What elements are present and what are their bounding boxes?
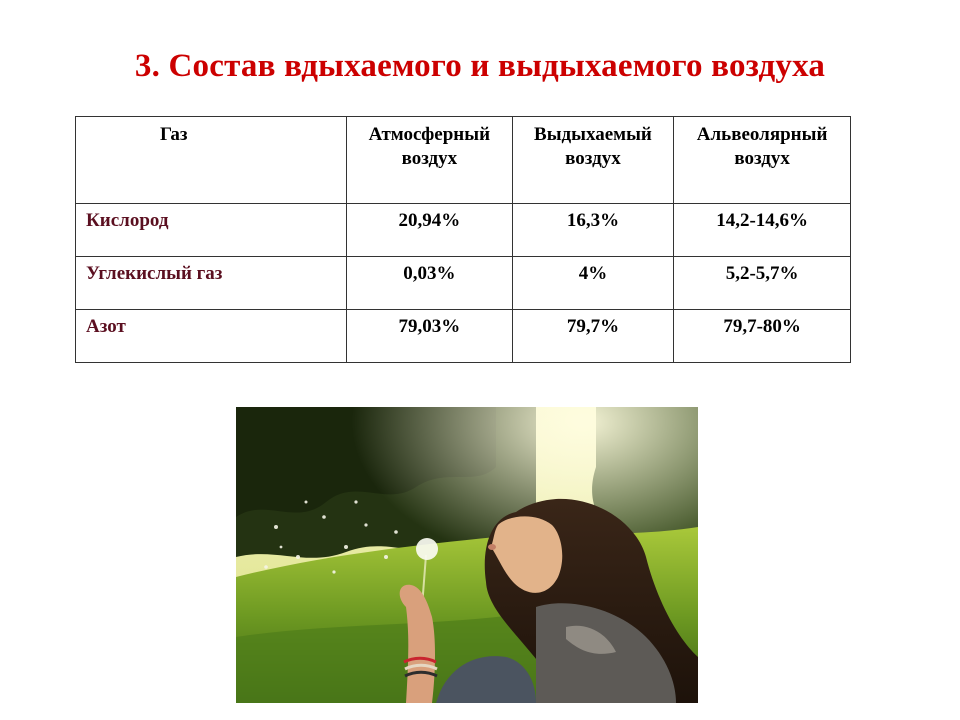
table-row: Углекислый газ 0,03% 4% 5,2-5,7% [75,256,851,310]
header-line: воздух [401,148,458,169]
table-row: Кислород 20,94% 16,3% 14,2-14,6% [75,203,851,257]
value-cell: 0,03% [346,256,513,310]
girl-blowing-dandelion-photo [236,407,698,703]
gas-name-cell: Углекислый газ [75,256,347,310]
header-gas-line: Газ [160,124,188,145]
header-line: воздух [734,148,790,169]
gas-composition-table: Газ Атмосферный воздух Выдыхаемый воздух… [75,116,851,363]
value-cell: 20,94% [346,203,513,257]
header-line: Выдыхаемый [534,124,652,145]
value-cell: 79,7-80% [673,309,851,363]
value-cell: 5,2-5,7% [673,256,851,310]
header-gas: Газ [75,116,347,204]
header-line: Альвеолярный [696,124,828,145]
gas-name-cell: Кислород [75,203,347,257]
table-row: Азот 79,03% 79,7% 79,7-80% [75,309,851,363]
header-exhaled-air: Выдыхаемый воздух [511,116,675,204]
slide-title: 3. Состав вдыхаемого и выдыхаемого возду… [134,48,826,84]
table-header-row: Газ Атмосферный воздух Выдыхаемый воздух… [75,116,851,204]
header-line: воздух [565,148,621,169]
value-cell: 79,03% [346,309,513,363]
header-alveolar-air: Альвеолярный воздух [673,116,851,204]
value-cell: 14,2-14,6% [673,203,851,257]
gas-name-cell: Азот [75,309,347,363]
value-cell: 79,7% [511,309,675,363]
value-cell: 4% [511,256,675,310]
value-cell: 16,3% [511,203,675,257]
header-atmospheric-air: Атмосферный воздух [346,116,513,204]
header-line: Атмосферный [368,124,491,145]
